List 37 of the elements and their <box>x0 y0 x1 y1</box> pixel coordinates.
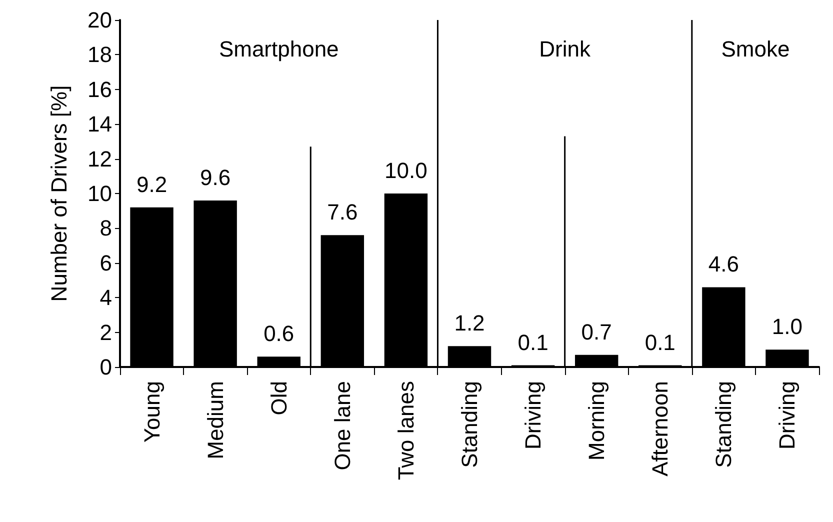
data-label: 1.0 <box>772 314 803 340</box>
x-tick-label: Medium <box>202 381 228 460</box>
data-label: 1.2 <box>454 310 485 336</box>
y-tick-label: 6 <box>100 250 112 276</box>
data-label: 0.1 <box>644 330 676 355</box>
annotation: Smartphone <box>218 36 339 62</box>
x-tick-label: Afternoon <box>648 381 673 476</box>
data-label: 9.6 <box>200 164 231 190</box>
data-label: 7.6 <box>327 200 358 225</box>
annotation: Drink <box>539 36 592 62</box>
data-label: 0.6 <box>264 321 294 346</box>
x-tick-label: Old <box>266 381 292 416</box>
y-tick-label: 20 <box>88 8 112 32</box>
y-axis-title: Number of Drivers [%] <box>46 85 72 302</box>
y-tick-label: 10 <box>88 181 112 206</box>
data-label: 4.6 <box>708 252 739 277</box>
x-tick-label: Two lanes <box>393 381 418 480</box>
y-tick-label: 12 <box>88 146 112 172</box>
y-tick-label: 0 <box>100 354 112 380</box>
x-tick-label: Morning <box>584 381 610 460</box>
x-tick-label: Standing <box>711 381 736 468</box>
y-tick-label: 4 <box>100 285 112 310</box>
x-tick-label: One lane <box>330 381 355 470</box>
x-tick-label: Driving <box>520 381 546 450</box>
data-label: 0.1 <box>518 330 548 355</box>
y-tick-label: 16 <box>88 76 112 102</box>
y-tick-label: 14 <box>88 112 112 137</box>
x-tick-label: Driving <box>774 381 800 450</box>
y-tick-label: 8 <box>100 216 112 241</box>
x-tick-label: Standing <box>457 381 482 468</box>
y-tick-label: 2 <box>100 320 112 345</box>
annotation: Smoke <box>721 36 790 62</box>
data-label: 10.0 <box>384 158 428 183</box>
data-label: 0.7 <box>581 319 612 344</box>
x-tick-label: Young <box>139 381 164 443</box>
data-label: 9.2 <box>136 172 168 197</box>
y-tick-label: 18 <box>88 42 112 68</box>
